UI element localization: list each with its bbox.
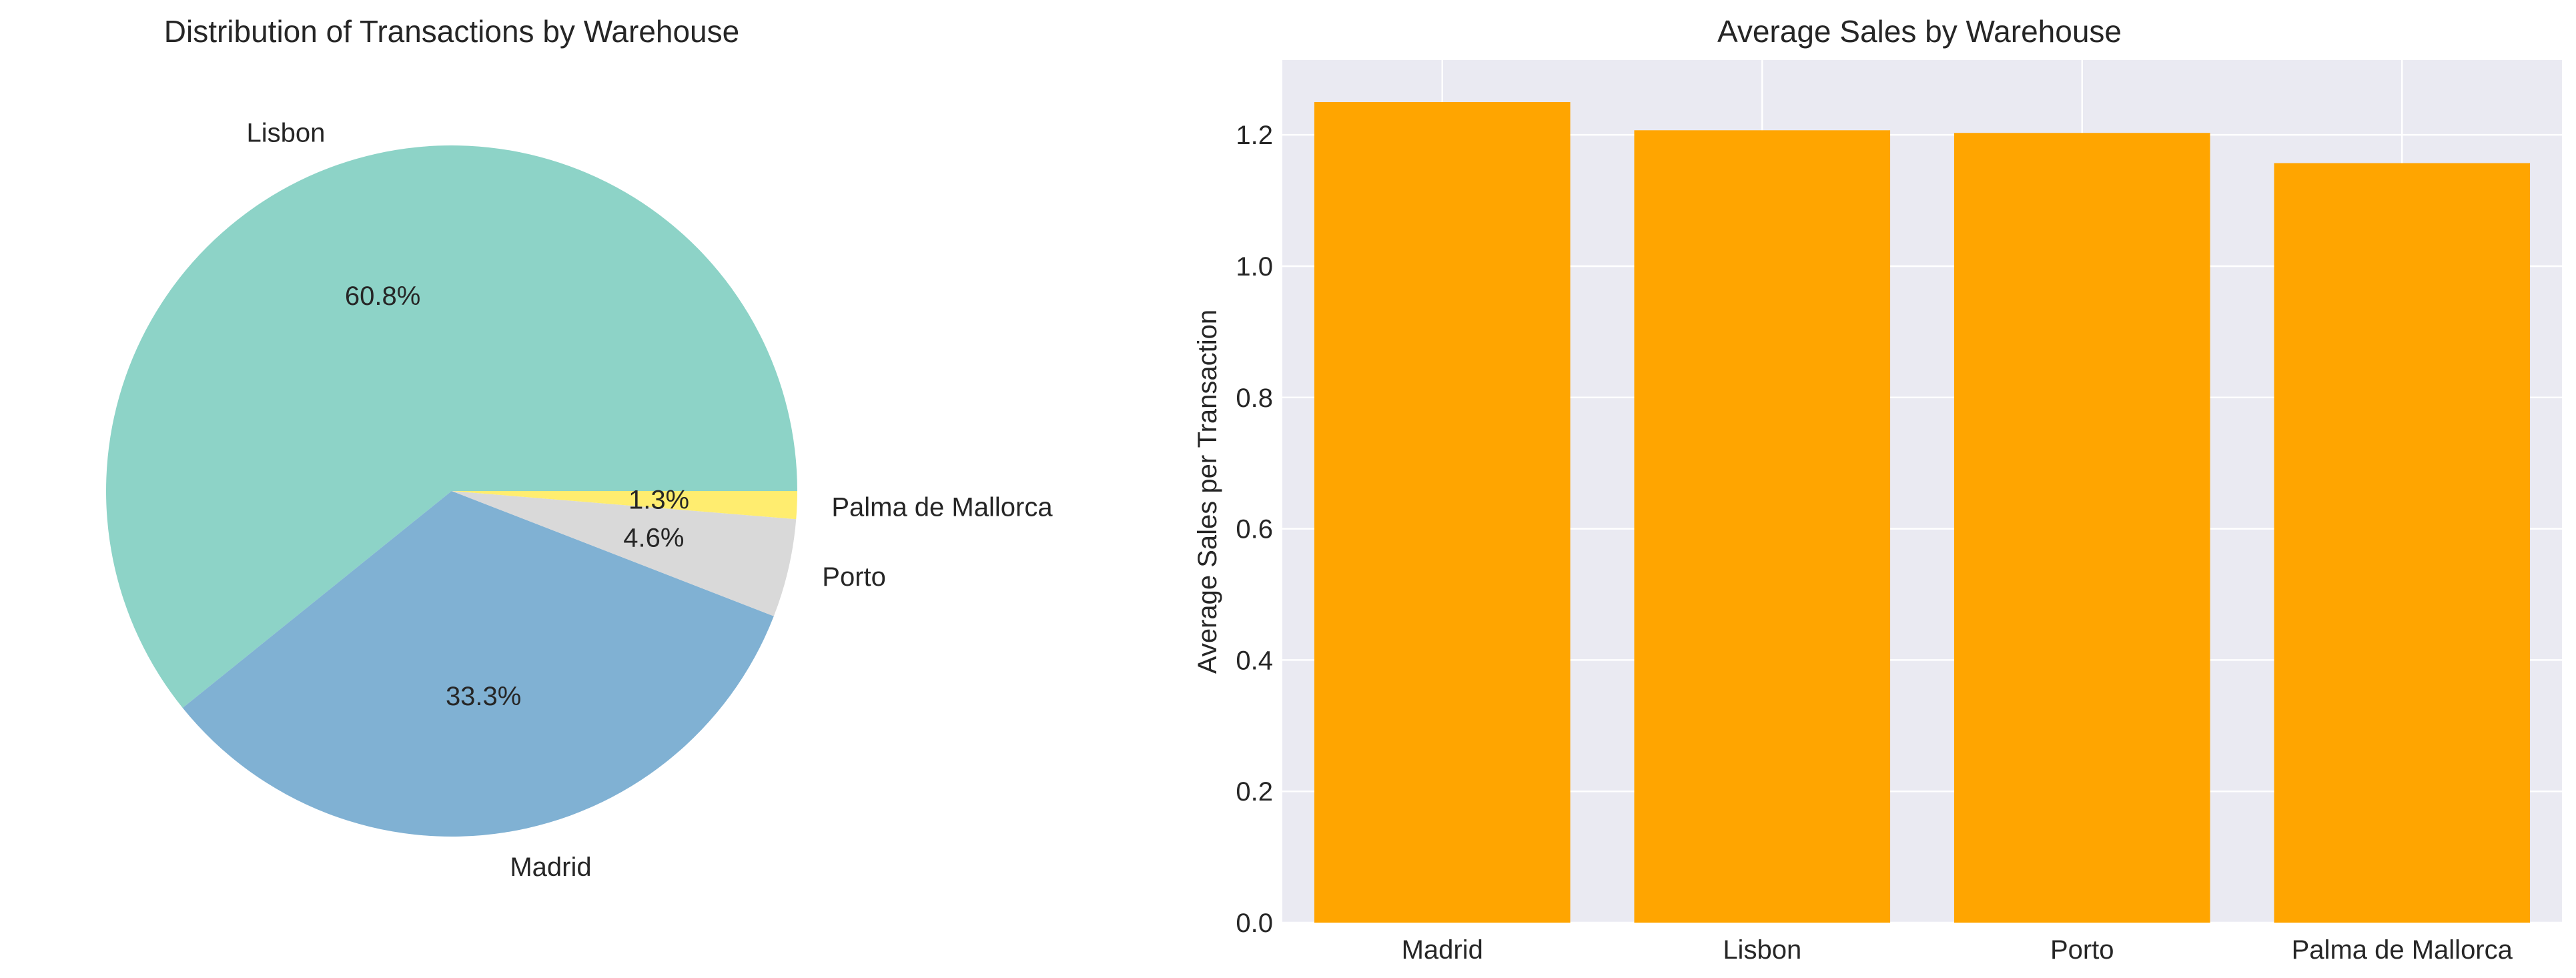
bar-chart-title: Average Sales by Warehouse (1717, 14, 2122, 49)
pie-labels: Lisbon 60.8% Madrid 33.3% Porto 4.6% Palma de … (246, 119, 1053, 882)
pie-chart-title: Distribution of Transactions by Warehous… (164, 14, 739, 49)
pie-slice-lisbon (106, 145, 798, 708)
pie-label-palma-de-mallorca: Palma de Mallorca (831, 492, 1053, 522)
pie-percent-madrid: 33.3% (446, 682, 521, 711)
bar-palma-de-mallorca (2274, 163, 2531, 923)
x-axis-ticks: Madrid Lisbon Porto Palma de Mallorca (1402, 935, 2513, 965)
bar-porto (1954, 133, 2210, 923)
bar-lisbon (1634, 130, 1891, 923)
y-tick-label: 0.8 (1236, 384, 1273, 413)
pie-slice-porto (452, 491, 797, 616)
pie-percent-porto: 4.6% (623, 524, 684, 553)
pie-slice-palma-de-mallorca (452, 491, 797, 520)
y-tick-label: 0.0 (1236, 909, 1273, 938)
y-tick-label: 0.6 (1236, 515, 1273, 544)
y-tick-label: 1.2 (1236, 121, 1273, 150)
bars (1314, 101, 2531, 923)
pie-chart: Distribution of Transactions by Warehous… (106, 14, 1053, 882)
pie-percent-lisbon: 60.8% (345, 282, 420, 311)
bar-madrid (1314, 101, 1571, 923)
y-tick-label: 0.4 (1236, 646, 1273, 675)
x-tick-label-porto: Porto (2050, 935, 2114, 965)
pie-percent-palma-de-mallorca: 1.3% (628, 486, 689, 515)
x-tick-label-madrid: Madrid (1402, 935, 1483, 965)
y-tick-label: 1.0 (1236, 252, 1273, 282)
y-axis-label: Average Sales per Transaction (1193, 310, 1222, 674)
pie-label-porto: Porto (822, 562, 886, 592)
pie-label-lisbon: Lisbon (246, 119, 325, 148)
y-axis-ticks: 0.0 0.2 0.4 0.6 0.8 1.0 1.2 (1236, 121, 1273, 938)
x-tick-label-palma-de-mallorca: Palma de Mallorca (2292, 935, 2513, 965)
pie-slices (106, 145, 798, 837)
y-tick-label: 0.2 (1236, 777, 1273, 807)
pie-slice-madrid (182, 491, 774, 837)
pie-label-madrid: Madrid (510, 853, 591, 882)
bar-chart: Average Sales by Warehouse 0.00.20.40.60… (1193, 14, 2562, 965)
x-tick-label-lisbon: Lisbon (1723, 935, 1801, 965)
